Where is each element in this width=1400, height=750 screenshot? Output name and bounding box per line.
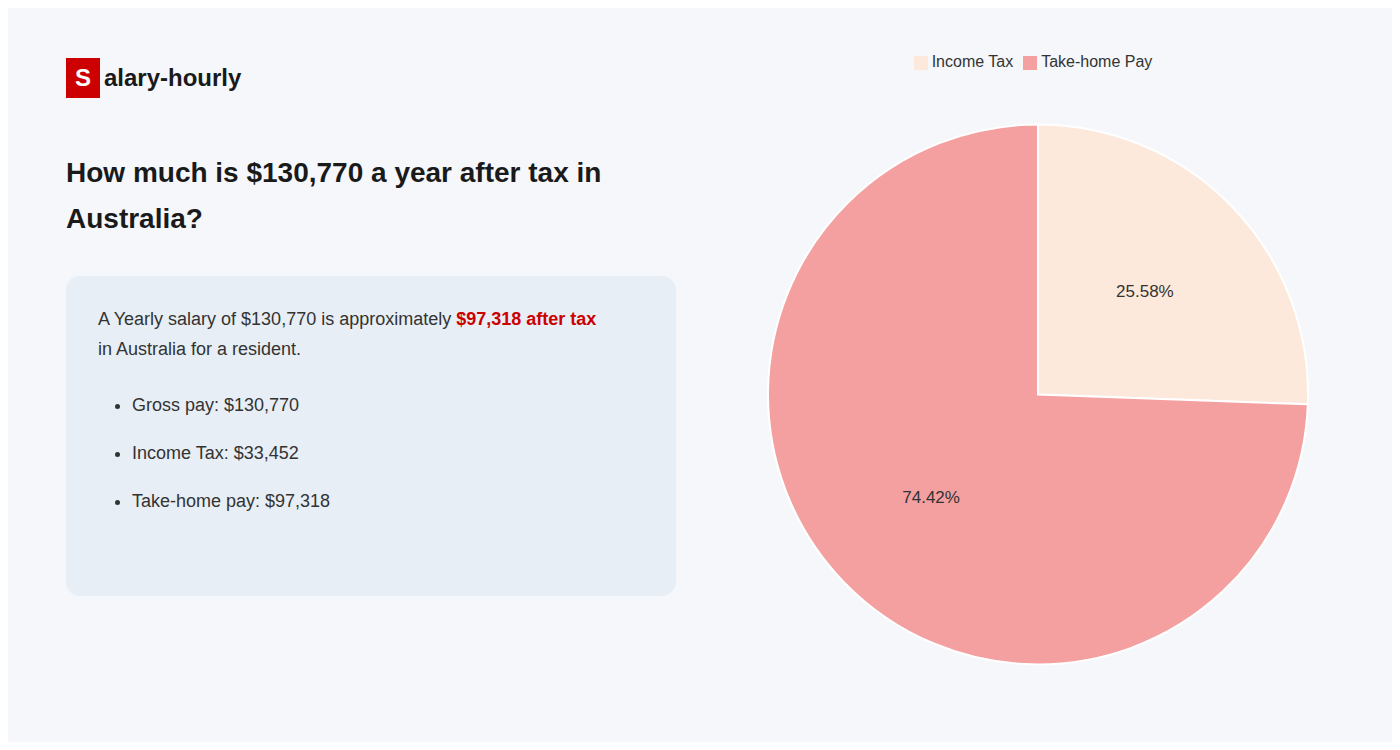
- svg-text:74.42%: 74.42%: [902, 488, 960, 507]
- html-text:Take-home pay: $97,318: Take-home pay: $97,318: [132, 491, 331, 511]
- svg-text:25.58%: 25.58%: [1116, 282, 1174, 301]
- html-text:A Yearly salary of $130,770 is: A Yearly salary of $130,770 is approxima…: [98, 309, 597, 329]
- html-text:Income Tax: Income Tax: [931, 53, 1014, 70]
- html-text:in Australia for a resident.: in Australia for a resident.: [98, 339, 302, 359]
- html-text:alary-hourly: alary-hourly: [104, 64, 242, 91]
- html-text:Income Tax: $33,452: Income Tax: $33,452: [132, 443, 299, 463]
- html-text:S: S: [75, 64, 91, 91]
- html-text:Take-home Pay: Take-home Pay: [1041, 53, 1153, 70]
- html-text:Gross pay: $130,770: Gross pay: $130,770: [132, 395, 300, 415]
- html-text:How much is $130,770 a year af: How much is $130,770 a year after tax in: [66, 157, 602, 188]
- html-text:Australia?: Australia?: [66, 203, 203, 234]
